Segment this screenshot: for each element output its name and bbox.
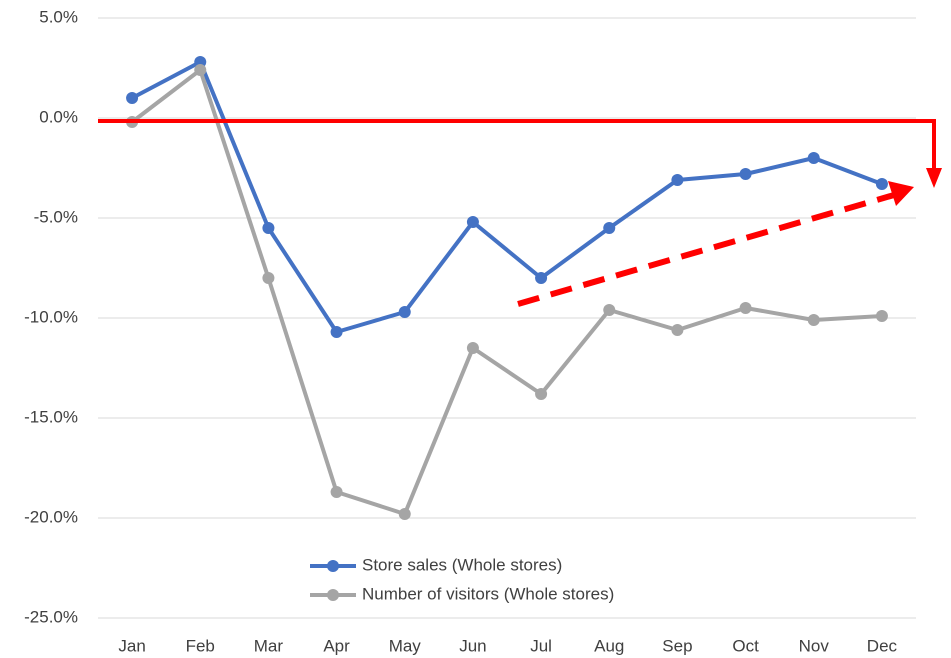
- point: [466, 216, 479, 228]
- y-tick-label: -20.0%: [24, 507, 78, 526]
- y-tick-label: -15.0%: [24, 407, 78, 426]
- x-tick-label: May: [389, 636, 422, 655]
- x-tick-label: Jul: [530, 636, 552, 655]
- x-tick-label: Jun: [459, 636, 486, 655]
- arrow-head: [888, 181, 914, 206]
- y-tick-label: -5.0%: [34, 207, 78, 226]
- point: [603, 222, 616, 234]
- point: [535, 272, 548, 284]
- x-tick-label: Dec: [867, 636, 898, 655]
- point: [466, 342, 479, 354]
- x-tick-label: Feb: [186, 636, 215, 655]
- lines: [126, 56, 888, 520]
- point: [126, 92, 139, 104]
- point: [739, 302, 752, 314]
- legend-marker: [327, 589, 339, 601]
- series-line: [130, 68, 883, 516]
- series-line: [131, 60, 883, 334]
- x-tick-label: Aug: [594, 636, 624, 655]
- arrow-head: [926, 168, 942, 188]
- trend-arrow: [517, 192, 895, 307]
- annotations: [98, 119, 942, 307]
- point: [807, 152, 820, 164]
- point: [807, 314, 820, 326]
- x-tick-label: Nov: [799, 636, 830, 655]
- point: [398, 306, 411, 318]
- point: [330, 486, 343, 498]
- x-tick-label: Oct: [732, 636, 759, 655]
- point: [671, 324, 684, 336]
- point: [262, 222, 275, 234]
- x-tick-label: Sep: [662, 636, 692, 655]
- legend: Store sales (Whole stores) Number of visi…: [310, 555, 614, 603]
- legend-label: Number of visitors (Whole stores): [362, 584, 614, 603]
- point: [535, 388, 548, 400]
- point: [875, 310, 888, 322]
- point: [603, 304, 616, 316]
- zero-line-arrow: [98, 119, 936, 168]
- point: [330, 326, 343, 338]
- point: [875, 178, 888, 190]
- x-tick-label: Mar: [254, 636, 284, 655]
- x-tick-label: Apr: [323, 636, 350, 655]
- point: [739, 168, 752, 180]
- legend-label: Store sales (Whole stores): [362, 555, 562, 574]
- point: [398, 508, 411, 520]
- point: [671, 174, 684, 186]
- y-tick-label: 0.0%: [39, 107, 78, 126]
- grid: 5.0% 0.0% -5.0% -10.0% -15.0% -20.0% -25.0% Jan…: [24, 7, 916, 655]
- y-tick-label: -25.0%: [24, 607, 78, 626]
- y-tick-label: -10.0%: [24, 307, 78, 326]
- point: [194, 64, 207, 76]
- point: [262, 272, 275, 284]
- y-tick-label: 5.0%: [39, 7, 78, 26]
- x-tick-label: Jan: [118, 636, 145, 655]
- legend-marker: [327, 560, 339, 572]
